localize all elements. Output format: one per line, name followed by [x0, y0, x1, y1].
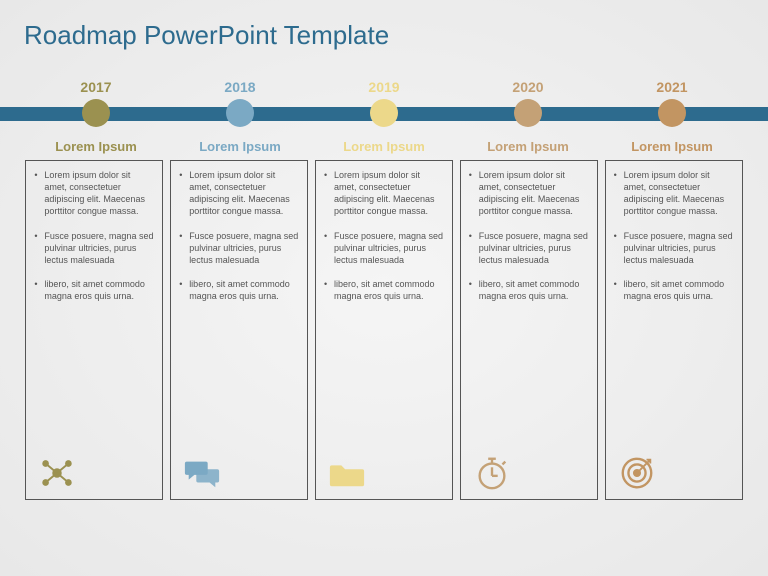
bullet-item: Lorem ipsum dolor sit amet, consectetuer…	[469, 169, 589, 218]
bullet-item: Fusce posuere, magna sed pulvinar ultric…	[614, 230, 734, 266]
timeline-dot	[514, 99, 542, 127]
slide-container: Roadmap PowerPoint Template 2017 2018 2019…	[0, 0, 768, 576]
timeline-dot	[82, 99, 110, 127]
bullet-item: Lorem ipsum dolor sit amet, consectetuer…	[324, 169, 444, 218]
timeline-node: 2020	[458, 79, 598, 129]
bullet-item: Lorem ipsum dolor sit amet, consectetuer…	[614, 169, 734, 218]
bullet-item: Fusce posuere, magna sed pulvinar ultric…	[469, 230, 589, 266]
bullet-item: Fusce posuere, magna sed pulvinar ultric…	[324, 230, 444, 266]
page-title: Roadmap PowerPoint Template	[24, 20, 744, 51]
bullet-list: Lorem ipsum dolor sit amet, consectetuer…	[469, 169, 589, 453]
bullet-item: Fusce posuere, magna sed pulvinar ultric…	[179, 230, 299, 266]
column-subtitle: Lorem Ipsum	[602, 139, 742, 154]
bullet-item: libero, sit amet commodo magna eros quis…	[614, 278, 734, 302]
content-column: Lorem ipsum dolor sit amet, consectetuer…	[170, 160, 308, 500]
column-subtitle: Lorem Ipsum	[314, 139, 454, 154]
bullet-list: Lorem ipsum dolor sit amet, consectetuer…	[34, 169, 154, 453]
column-subtitle: Lorem Ipsum	[26, 139, 166, 154]
bullet-item: libero, sit amet commodo magna eros quis…	[34, 278, 154, 302]
timeline-node: 2021	[602, 79, 742, 129]
folder-icon	[324, 453, 444, 493]
bullet-list: Lorem ipsum dolor sit amet, consectetuer…	[324, 169, 444, 453]
year-label: 2021	[656, 79, 687, 95]
bullet-item: Lorem ipsum dolor sit amet, consectetuer…	[34, 169, 154, 218]
timeline-node: 2017	[26, 79, 166, 129]
year-label: 2017	[80, 79, 111, 95]
bullet-item: libero, sit amet commodo magna eros quis…	[469, 278, 589, 302]
year-label: 2020	[512, 79, 543, 95]
timeline-node: 2019	[314, 79, 454, 129]
bullet-item: Fusce posuere, magna sed pulvinar ultric…	[34, 230, 154, 266]
timeline-node: 2018	[170, 79, 310, 129]
target-icon	[614, 453, 734, 493]
timeline-nodes: 2017 2018 2019 2020 2021	[24, 79, 744, 129]
timeline: 2017 2018 2019 2020 2021	[24, 79, 744, 129]
bullet-list: Lorem ipsum dolor sit amet, consectetuer…	[614, 169, 734, 453]
content-column: Lorem ipsum dolor sit amet, consectetuer…	[605, 160, 743, 500]
timeline-dot	[226, 99, 254, 127]
content-column: Lorem ipsum dolor sit amet, consectetuer…	[25, 160, 163, 500]
timeline-dot	[658, 99, 686, 127]
column-subtitle: Lorem Ipsum	[170, 139, 310, 154]
year-label: 2018	[224, 79, 255, 95]
bullet-item: libero, sit amet commodo magna eros quis…	[324, 278, 444, 302]
column-subtitle: Lorem Ipsum	[458, 139, 598, 154]
timeline-dot	[370, 99, 398, 127]
columns-row: Lorem ipsum dolor sit amet, consectetuer…	[24, 160, 744, 500]
network-icon	[34, 453, 154, 493]
subtitle-row: Lorem Ipsum Lorem Ipsum Lorem Ipsum Lorem I…	[24, 139, 744, 154]
chat-icon	[179, 453, 299, 493]
year-label: 2019	[368, 79, 399, 95]
content-column: Lorem ipsum dolor sit amet, consectetuer…	[460, 160, 598, 500]
bullet-item: Lorem ipsum dolor sit amet, consectetuer…	[179, 169, 299, 218]
bullet-item: libero, sit amet commodo magna eros quis…	[179, 278, 299, 302]
bullet-list: Lorem ipsum dolor sit amet, consectetuer…	[179, 169, 299, 453]
stopwatch-icon	[469, 453, 589, 493]
content-column: Lorem ipsum dolor sit amet, consectetuer…	[315, 160, 453, 500]
